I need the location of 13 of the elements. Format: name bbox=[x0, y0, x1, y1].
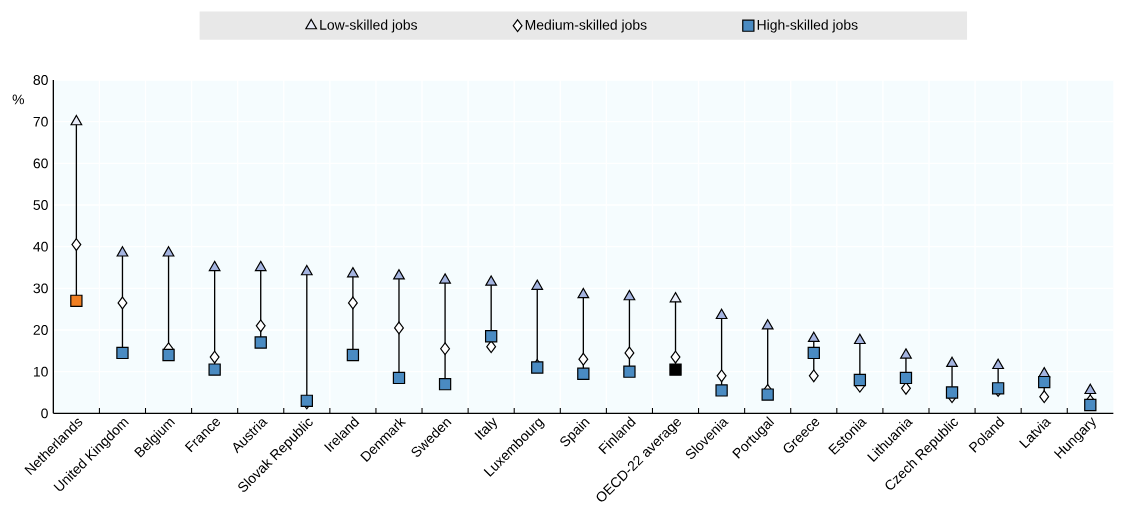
legend-label: High-skilled jobs bbox=[757, 19, 858, 33]
y-tick-label: 40 bbox=[33, 241, 48, 252]
y-tick-label: 0 bbox=[41, 408, 48, 419]
legend-label: Low-skilled jobs bbox=[320, 19, 418, 33]
y-tick-label: 30 bbox=[33, 283, 48, 294]
legend-label: Medium-skilled jobs bbox=[525, 19, 647, 33]
y-axis-title: % bbox=[12, 94, 24, 105]
y-tick-label: 20 bbox=[33, 325, 48, 335]
y-tick-label: 60 bbox=[33, 158, 48, 169]
y-tick-label: 50 bbox=[33, 200, 48, 210]
y-tick-label: 70 bbox=[33, 116, 48, 127]
y-tick-label: 80 bbox=[33, 75, 48, 85]
y-tick-label: 10 bbox=[33, 366, 48, 377]
